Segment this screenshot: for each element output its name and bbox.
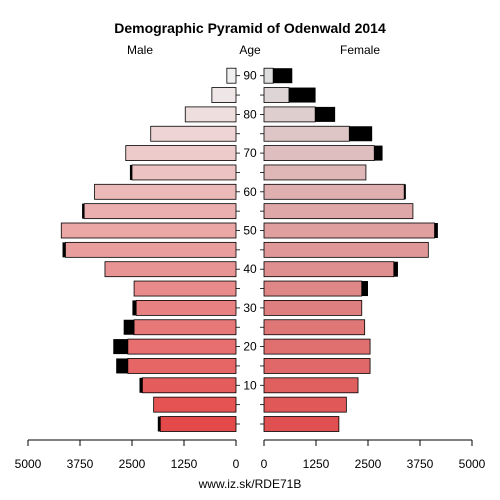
- male-bar-20-24: [127, 338, 237, 355]
- female-bar-35-39: [263, 280, 363, 297]
- female-bar-60-64: [263, 183, 405, 200]
- age-tick-label: 30: [243, 301, 257, 315]
- female-excess-85-89: [288, 87, 316, 103]
- male-bars: [60, 67, 237, 432]
- male-bar-45-49: [65, 241, 237, 258]
- male-bar-90+: [226, 67, 237, 84]
- female-bar-15-19: [263, 358, 371, 374]
- female-x-tick-label: 5000: [459, 457, 486, 471]
- male-bar-85-89: [211, 87, 237, 103]
- male-bar-25-29: [133, 319, 237, 336]
- female-bar-85-89: [263, 87, 290, 103]
- male-excess-20-24: [113, 339, 128, 355]
- female-excess-90+: [273, 68, 293, 84]
- age-tick-label: 50: [243, 224, 257, 238]
- female-bar-40-44: [263, 261, 395, 278]
- male-excess-65-69: [129, 164, 132, 180]
- female-bar-70-74: [263, 145, 375, 162]
- age-tick-label: 90: [243, 69, 257, 83]
- female-bar-0-4: [263, 416, 340, 432]
- male-bar-80-84: [184, 106, 237, 123]
- male-bar-0-4: [159, 416, 237, 432]
- male-bar-10-14: [141, 377, 237, 394]
- female-excess-60-64: [404, 184, 406, 200]
- male-bar-60-64: [94, 183, 237, 200]
- male-x-tick-label: 3750: [67, 457, 94, 471]
- female-bar-55-59: [263, 203, 414, 220]
- female-bars: [263, 67, 438, 432]
- male-bar-15-19: [127, 358, 237, 374]
- female-bar-45-49: [263, 241, 429, 258]
- age-tick-label: 40: [243, 262, 257, 276]
- male-bar-65-69: [131, 164, 237, 181]
- age-tick-label: 20: [243, 340, 257, 354]
- female-excess-35-39: [361, 281, 368, 297]
- female-bar-50-54: [263, 222, 435, 239]
- chart-title: Demographic Pyramid of Odenwald 2014: [114, 20, 386, 36]
- female-excess-80-84: [315, 106, 336, 122]
- footer-url: www.iz.sk/RDE71B: [198, 477, 302, 491]
- female-x-tick-label: 1250: [303, 457, 330, 471]
- female-bar-20-24: [263, 338, 371, 355]
- female-excess-75-79: [349, 126, 373, 142]
- female-bar-80-84: [263, 106, 316, 123]
- male-excess-15-19: [116, 358, 128, 374]
- age-tick-label: 60: [243, 185, 257, 199]
- female-x-tick-label: 2500: [355, 457, 382, 471]
- female-excess-70-74: [374, 145, 383, 161]
- male-excess-30-34: [132, 300, 137, 316]
- age-tick-label: 80: [243, 107, 257, 121]
- female-bar-25-29: [263, 319, 366, 336]
- male-excess-0-4: [157, 416, 161, 432]
- male-excess-10-14: [139, 377, 143, 393]
- age-tick-label: 10: [243, 378, 257, 392]
- female-excess-50-54: [434, 223, 438, 238]
- male-bar-40-44: [104, 261, 237, 278]
- female-x-tick-label: 3750: [407, 457, 434, 471]
- female-bar-75-79: [263, 125, 350, 142]
- male-label: Male: [127, 43, 153, 57]
- male-x-tick-label: 1250: [171, 457, 198, 471]
- female-bar-5-9: [263, 396, 347, 413]
- male-bar-70-74: [125, 145, 237, 162]
- female-x-tick-label: 0: [261, 457, 268, 471]
- male-bar-30-34: [135, 299, 237, 316]
- female-excess-40-44: [393, 261, 398, 277]
- female-bar-30-34: [263, 299, 363, 316]
- axes: 10 20 30 40 50 60 70 80 90 5000 3750 2500 1250 0 0 1250…: [15, 69, 486, 471]
- male-bar-75-79: [150, 125, 237, 142]
- female-bar-10-14: [263, 377, 359, 394]
- female-bar-65-69: [263, 164, 367, 181]
- age-label: Age: [239, 43, 261, 57]
- male-bar-50-54: [60, 222, 237, 239]
- male-excess-55-59: [82, 203, 85, 219]
- male-x-tick-label: 2500: [119, 457, 146, 471]
- male-bar-35-39: [133, 280, 237, 297]
- male-x-tick-label: 5000: [15, 457, 42, 471]
- male-x-tick-label: 0: [233, 457, 240, 471]
- male-excess-25-29: [123, 319, 135, 335]
- female-label: Female: [340, 43, 380, 57]
- age-tick-label: 70: [243, 146, 257, 160]
- female-bar-90+: [263, 67, 274, 84]
- male-excess-45-49: [62, 242, 66, 258]
- male-bar-55-59: [83, 203, 237, 220]
- male-bar-5-9: [153, 396, 237, 413]
